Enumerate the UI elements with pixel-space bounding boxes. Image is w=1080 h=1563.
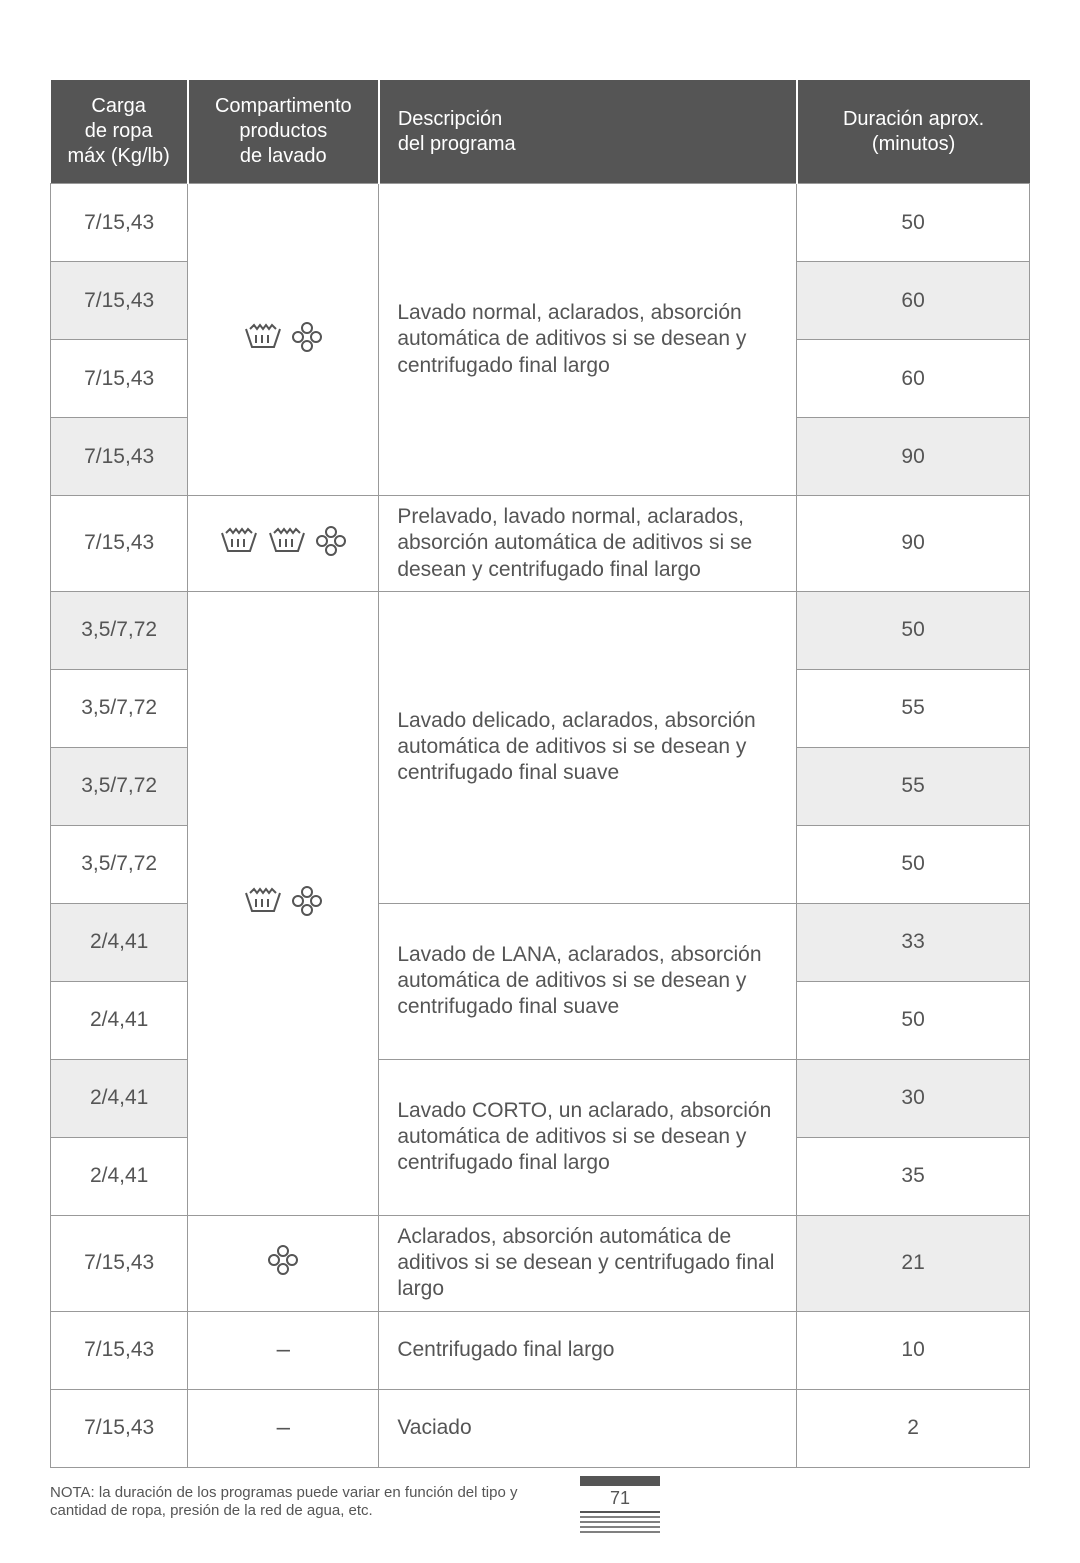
cell-load: 7/15,43 bbox=[51, 496, 188, 592]
detergent-tub-icon bbox=[244, 323, 282, 351]
table-header-row: Carga de ropa máx (Kg/lb) Compartimento … bbox=[51, 80, 1030, 184]
footnote: NOTA: la duración de los programas puede… bbox=[50, 1484, 570, 1522]
dash-icon: – bbox=[277, 1336, 290, 1363]
program-table: Carga de ropa máx (Kg/lb) Compartimento … bbox=[50, 80, 1030, 1468]
header-compartment: Compartimento productos de lavado bbox=[188, 80, 379, 184]
cell-duration: 10 bbox=[797, 1311, 1030, 1389]
cell-description: Lavado de LANA, aclarados, absorción aut… bbox=[379, 903, 797, 1059]
cell-duration: 90 bbox=[797, 418, 1030, 496]
table-row: 7/15,43 – Vaciado 2 bbox=[51, 1389, 1030, 1467]
cell-compartment bbox=[188, 1215, 379, 1311]
cell-description: Lavado normal, aclarados, absorción auto… bbox=[379, 184, 797, 496]
cell-load: 7/15,43 bbox=[51, 184, 188, 262]
cell-duration: 55 bbox=[797, 669, 1030, 747]
cell-duration: 35 bbox=[797, 1137, 1030, 1215]
cell-description: Lavado CORTO, un aclarado, absorción aut… bbox=[379, 1059, 797, 1215]
cell-load: 7/15,43 bbox=[51, 418, 188, 496]
table-row: 7/15,43 – Centrifugado final largo 10 bbox=[51, 1311, 1030, 1389]
softener-flower-icon bbox=[316, 526, 346, 556]
cell-duration: 2 bbox=[797, 1389, 1030, 1467]
detergent-tub-icon bbox=[268, 527, 306, 555]
cell-load: 2/4,41 bbox=[51, 1059, 188, 1137]
cell-compartment: – bbox=[188, 1311, 379, 1389]
table-row: 3,5/7,72 Lavado delicado, aclarados, abs… bbox=[51, 591, 1030, 669]
cell-description: Prelavado, lavado normal, aclarados, abs… bbox=[379, 496, 797, 592]
cell-load: 7/15,43 bbox=[51, 1215, 188, 1311]
cell-compartment: – bbox=[188, 1389, 379, 1467]
dash-icon: – bbox=[277, 1414, 290, 1441]
cell-compartment bbox=[188, 184, 379, 496]
softener-flower-icon bbox=[292, 322, 322, 352]
footer: NOTA: la duración de los programas puede… bbox=[50, 1468, 1030, 1533]
cell-duration: 60 bbox=[797, 340, 1030, 418]
cell-description: Lavado delicado, aclarados, absorción au… bbox=[379, 591, 797, 903]
cell-compartment bbox=[188, 591, 379, 1215]
cell-load: 7/15,43 bbox=[51, 340, 188, 418]
cell-duration: 50 bbox=[797, 184, 1030, 262]
page-number-ornament: 71 bbox=[580, 1476, 660, 1533]
table-row: 7/15,43 Aclarados, absorción automática … bbox=[51, 1215, 1030, 1311]
softener-flower-icon bbox=[268, 1245, 298, 1275]
cell-duration: 50 bbox=[797, 591, 1030, 669]
cell-duration: 50 bbox=[797, 981, 1030, 1059]
detergent-tub-icon bbox=[220, 527, 258, 555]
cell-load: 3,5/7,72 bbox=[51, 825, 188, 903]
cell-load: 7/15,43 bbox=[51, 1389, 188, 1467]
page-number: 71 bbox=[580, 1486, 660, 1513]
table-row: 7/15,43 Lavado normal, aclarados, absorc… bbox=[51, 184, 1030, 262]
cell-duration: 90 bbox=[797, 496, 1030, 592]
cell-description: Vaciado bbox=[379, 1389, 797, 1467]
header-duration: Duración aprox. (minutos) bbox=[797, 80, 1030, 184]
softener-flower-icon bbox=[292, 886, 322, 916]
cell-load: 7/15,43 bbox=[51, 262, 188, 340]
cell-load: 2/4,41 bbox=[51, 1137, 188, 1215]
cell-load: 2/4,41 bbox=[51, 981, 188, 1059]
cell-load: 3,5/7,72 bbox=[51, 591, 188, 669]
cell-duration: 50 bbox=[797, 825, 1030, 903]
cell-load: 3,5/7,72 bbox=[51, 747, 188, 825]
cell-load: 3,5/7,72 bbox=[51, 669, 188, 747]
detergent-tub-icon bbox=[244, 887, 282, 915]
cell-load: 7/15,43 bbox=[51, 1311, 188, 1389]
cell-duration: 60 bbox=[797, 262, 1030, 340]
cell-duration: 30 bbox=[797, 1059, 1030, 1137]
cell-duration: 33 bbox=[797, 903, 1030, 981]
cell-compartment bbox=[188, 496, 379, 592]
cell-description: Aclarados, absorción automática de aditi… bbox=[379, 1215, 797, 1311]
table-row: 7/15,43 Prelavado, lavado normal, aclara… bbox=[51, 496, 1030, 592]
cell-duration: 55 bbox=[797, 747, 1030, 825]
header-load: Carga de ropa máx (Kg/lb) bbox=[51, 80, 188, 184]
header-description: Descripción del programa bbox=[379, 80, 797, 184]
cell-duration: 21 bbox=[797, 1215, 1030, 1311]
cell-description: Centrifugado final largo bbox=[379, 1311, 797, 1389]
cell-load: 2/4,41 bbox=[51, 903, 188, 981]
program-table-page: Carga de ropa máx (Kg/lb) Compartimento … bbox=[0, 0, 1080, 1563]
